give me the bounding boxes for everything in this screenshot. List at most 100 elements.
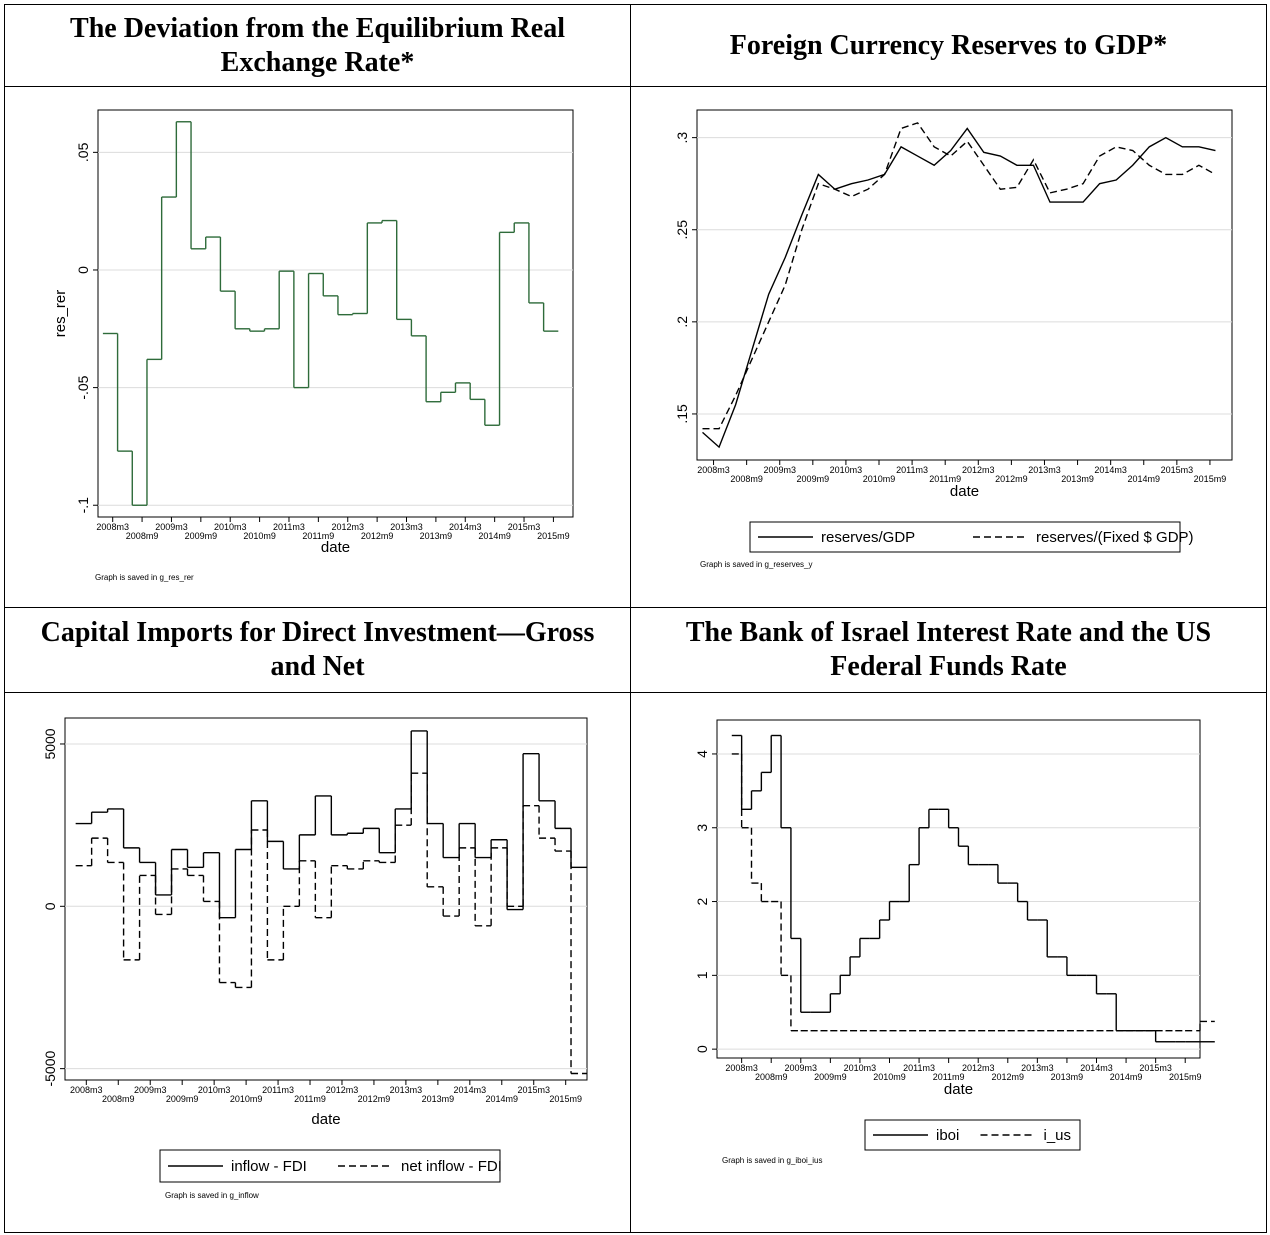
x-tick-label: 2008m9 bbox=[730, 474, 763, 484]
x-tick-label: 2014m3 bbox=[1094, 465, 1127, 475]
x-tick-label: 2009m3 bbox=[155, 522, 188, 532]
note: Graph is saved in g_inflow bbox=[165, 1191, 259, 1200]
y-tick-label: 5000 bbox=[42, 728, 58, 759]
x-tick-label: 2010m9 bbox=[243, 531, 276, 541]
legend-box bbox=[864, 1119, 1081, 1151]
x-tick-label: 2012m9 bbox=[992, 1072, 1025, 1082]
x-tick-label: 2008m3 bbox=[697, 465, 730, 475]
y-tick-label: -5000 bbox=[42, 1051, 58, 1087]
x-tick-label: 2010m3 bbox=[198, 1085, 231, 1095]
legend-label: i_us bbox=[1044, 1127, 1072, 1144]
legend-label: reserves/(Fixed $ GDP) bbox=[1036, 529, 1194, 546]
x-tick-label: 2013m9 bbox=[1051, 1072, 1084, 1082]
x-tick-label: 2015m9 bbox=[1194, 474, 1227, 484]
x-tick-label: 2014m9 bbox=[478, 531, 511, 541]
plot-frame bbox=[64, 717, 588, 1081]
x-tick-label: 2008m9 bbox=[102, 1094, 135, 1104]
x-tick-label: 2010m9 bbox=[873, 1072, 906, 1082]
x-tick-label: 2015m9 bbox=[1169, 1072, 1202, 1082]
x-tick-label: 2012m9 bbox=[361, 531, 394, 541]
plot-frame bbox=[97, 109, 574, 518]
line bbox=[702, 122, 1216, 430]
x-tick-label: 2009m9 bbox=[797, 474, 830, 484]
x-tick-label: 2011m3 bbox=[262, 1085, 294, 1095]
x-tick-label: 2010m3 bbox=[214, 522, 247, 532]
y-tick-label: .25 bbox=[674, 220, 690, 240]
y-tick-label: 2 bbox=[694, 897, 710, 905]
x-tick-label: 2010m3 bbox=[844, 1063, 877, 1073]
y-tick-label: 3 bbox=[694, 824, 710, 832]
note: Graph is saved in g_reserves_y bbox=[700, 560, 813, 569]
x-tick-label: 2013m3 bbox=[1021, 1063, 1054, 1073]
x-axis-label: date bbox=[944, 1081, 973, 1098]
x-tick-label: 2008m9 bbox=[755, 1072, 788, 1082]
x-tick-label: 2013m3 bbox=[390, 1085, 423, 1095]
x-tick-label: 2009m9 bbox=[814, 1072, 847, 1082]
x-tick-label: 2012m3 bbox=[962, 465, 995, 475]
y-tick-label: 0 bbox=[75, 266, 91, 274]
x-axis-label: date bbox=[311, 1111, 340, 1128]
x-tick-label: 2011m3 bbox=[896, 465, 928, 475]
y-axis-label: res_rer bbox=[52, 290, 69, 338]
x-tick-label: 2014m9 bbox=[486, 1094, 519, 1104]
x-tick-label: 2012m9 bbox=[358, 1094, 391, 1104]
x-tick-label: 2009m9 bbox=[166, 1094, 199, 1104]
line bbox=[702, 127, 1216, 449]
panel-title: Capital Imports for Direct Investment—Gr… bbox=[4, 607, 631, 693]
x-tick-label: 2014m3 bbox=[1080, 1063, 1113, 1073]
y-tick-label: .15 bbox=[674, 404, 690, 424]
x-axis-label: date bbox=[321, 539, 350, 556]
y-tick-label: .2 bbox=[674, 316, 690, 328]
x-tick-label: 2011m9 bbox=[302, 531, 334, 541]
panel-title: Foreign Currency Reserves to GDP* bbox=[630, 4, 1267, 87]
x-tick-label: 2013m9 bbox=[1061, 474, 1094, 484]
x-tick-label: 2015m9 bbox=[537, 531, 570, 541]
y-tick-label: 0 bbox=[42, 902, 58, 910]
legend-label: iboi bbox=[936, 1127, 959, 1144]
x-tick-label: 2012m3 bbox=[326, 1085, 359, 1095]
panel-title: The Bank of Israel Interest Rate and the… bbox=[630, 607, 1267, 693]
x-tick-label: 2014m9 bbox=[1110, 1072, 1143, 1082]
y-tick-label: .05 bbox=[75, 142, 91, 162]
x-tick-label: 2010m3 bbox=[830, 465, 863, 475]
x-tick-label: 2013m9 bbox=[420, 531, 453, 541]
x-tick-label: 2013m9 bbox=[422, 1094, 455, 1104]
legend-box bbox=[749, 521, 1181, 553]
x-tick-label: 2015m3 bbox=[508, 522, 541, 532]
x-tick-label: 2009m3 bbox=[134, 1085, 167, 1095]
x-tick-label: 2014m3 bbox=[454, 1085, 487, 1095]
x-tick-label: 2015m3 bbox=[1161, 465, 1194, 475]
x-tick-label: 2010m9 bbox=[230, 1094, 263, 1104]
x-tick-label: 2011m9 bbox=[294, 1094, 326, 1104]
x-tick-label: 2013m3 bbox=[390, 522, 423, 532]
panel bbox=[630, 692, 1267, 1233]
note: Graph is saved in g_iboi_ius bbox=[722, 1156, 823, 1165]
x-tick-label: 2012m3 bbox=[331, 522, 364, 532]
x-tick-label: 2014m9 bbox=[1127, 474, 1160, 484]
x-tick-label: 2011m9 bbox=[933, 1072, 965, 1082]
x-tick-label: 2008m3 bbox=[96, 522, 129, 532]
x-tick-label: 2015m9 bbox=[549, 1094, 582, 1104]
x-tick-label: 2011m3 bbox=[903, 1063, 935, 1073]
legend-label: reserves/GDP bbox=[821, 529, 915, 546]
y-tick-label: 0 bbox=[694, 1045, 710, 1053]
x-tick-label: 2009m9 bbox=[185, 531, 218, 541]
x-tick-label: 2012m9 bbox=[995, 474, 1028, 484]
legend-label: net inflow - FDI bbox=[401, 1158, 502, 1175]
y-tick-label: .3 bbox=[674, 132, 690, 144]
x-tick-label: 2008m3 bbox=[725, 1063, 758, 1073]
panel-title: The Deviation from the Equilibrium Real … bbox=[4, 4, 631, 87]
note: Graph is saved in g_res_rer bbox=[95, 573, 194, 582]
x-tick-label: 2008m9 bbox=[126, 531, 159, 541]
x-tick-label: 2011m3 bbox=[273, 522, 305, 532]
x-tick-label: 2009m3 bbox=[763, 465, 796, 475]
x-tick-label: 2014m3 bbox=[449, 522, 482, 532]
x-tick-label: 2009m3 bbox=[785, 1063, 818, 1073]
y-tick-label: -.1 bbox=[75, 497, 91, 514]
y-tick-label: 4 bbox=[694, 750, 710, 758]
x-tick-label: 2013m3 bbox=[1028, 465, 1061, 475]
x-tick-label: 2012m3 bbox=[962, 1063, 995, 1073]
y-tick-label: -.05 bbox=[75, 375, 91, 399]
